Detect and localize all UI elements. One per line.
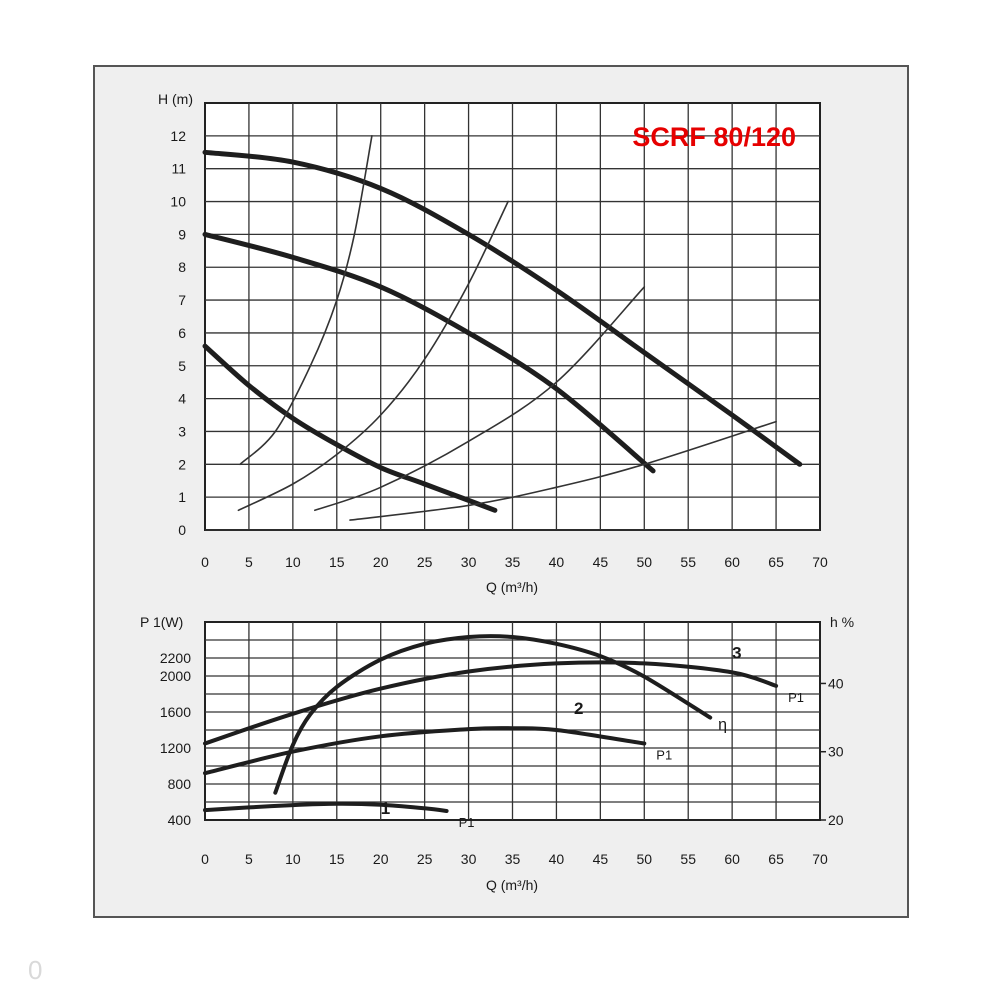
- head-speed-curve-3: [202, 343, 498, 513]
- head-y-tick-label: 3: [178, 423, 186, 439]
- head-ylabel: H (m): [158, 91, 193, 107]
- power-x-tick-label: 30: [461, 851, 477, 867]
- power-x-tick-label: 35: [505, 851, 521, 867]
- power-x-tick-label: 20: [373, 851, 389, 867]
- head-y-tick-label: 8: [178, 259, 186, 275]
- head-y-tick-label: 10: [170, 194, 186, 210]
- power-x-tick-label: 25: [417, 851, 433, 867]
- head-x-tick-label: 5: [245, 554, 253, 570]
- head-y-tick-label: 2: [178, 456, 186, 472]
- head-system-curve-4: [239, 135, 373, 466]
- head-x-tick-label: 30: [461, 554, 477, 570]
- efficiency-y-tick-label: 30: [828, 744, 844, 760]
- power-x-tick-label: 70: [812, 851, 828, 867]
- head-x-tick-label: 10: [285, 554, 301, 570]
- head-x-tick-label: 55: [680, 554, 696, 570]
- efficiency-curve-label: η: [718, 717, 727, 734]
- head-x-tick-label: 25: [417, 554, 433, 570]
- power-grid: [205, 622, 820, 820]
- head-y-tick-label: 11: [171, 161, 186, 177]
- head-system-curve-5: [237, 200, 509, 512]
- power-curve-3: [203, 660, 779, 746]
- head-system-curve-6: [314, 286, 646, 512]
- efficiency-y-tick-label: 20: [828, 812, 844, 828]
- power-ylabel: P 1(W): [140, 614, 183, 630]
- power-y-tick-label: 400: [168, 812, 192, 828]
- power-x-tick-label: 10: [285, 851, 301, 867]
- power-tick-labels: 0 5 10 15 20 25 30 35 40 45 50 55 60 65 70 400 800 1200 16…: [160, 650, 844, 867]
- power-curve-end-label-1: P1: [459, 815, 475, 830]
- power-x-tick-label: 15: [329, 851, 345, 867]
- head-title: SCRF 80/120: [632, 122, 796, 152]
- head-series: [202, 135, 803, 521]
- power-curve-number-3: 3: [732, 643, 741, 662]
- power-series: 1 P1 2 P1 3 P1 η: [203, 634, 804, 830]
- head-x-tick-label: 40: [549, 554, 565, 570]
- power-y-tick-label: 800: [168, 776, 192, 792]
- power-x-tick-label: 60: [724, 851, 740, 867]
- head-x-tick-label: 50: [636, 554, 652, 570]
- power-x-tick-label: 65: [768, 851, 784, 867]
- power-x-tick-label: 0: [201, 851, 209, 867]
- head-y-tick-label: 1: [178, 489, 186, 505]
- head-speed-curve-2: [202, 231, 656, 474]
- head-y-tick-label: 7: [178, 292, 186, 308]
- head-x-tick-label: 60: [724, 554, 740, 570]
- power-y-tick-label: 1600: [160, 704, 191, 720]
- power-curve-1: [203, 801, 449, 813]
- power-curve-2: [203, 726, 647, 776]
- power-x-tick-label: 5: [245, 851, 253, 867]
- head-tick-labels: 0 5 10 15 20 25 30 35 40 45 50 55 60 65 70012345678910…: [170, 128, 828, 570]
- head-x-tick-label: 45: [593, 554, 609, 570]
- power-y-tick-label: 1200: [160, 740, 191, 756]
- head-y-tick-label: 12: [170, 128, 186, 144]
- power-curve-number-1: 1: [381, 799, 390, 818]
- power-curve-end-label-2: P1: [656, 748, 672, 763]
- head-chart: 0 5 10 15 20 25 30 35 40 45 50 55 60 65 70012345678910…: [158, 91, 828, 595]
- efficiency-curve: [273, 634, 713, 795]
- head-speed-curve-1: [202, 149, 803, 467]
- head-y-tick-label: 5: [178, 358, 186, 374]
- efficiency-ylabel: h %: [830, 614, 854, 630]
- head-x-tick-label: 20: [373, 554, 389, 570]
- head-xlabel: Q (m³/h): [486, 579, 538, 595]
- head-x-tick-label: 65: [768, 554, 784, 570]
- head-x-tick-label: 15: [329, 554, 345, 570]
- power-xlabel: Q (m³/h): [486, 877, 538, 893]
- head-y-tick-label: 0: [178, 522, 186, 538]
- head-x-tick-label: 0: [201, 554, 209, 570]
- power-x-tick-label: 50: [636, 851, 652, 867]
- power-y-tick-label: 2200: [160, 650, 191, 666]
- corner-mark: 0: [28, 955, 43, 985]
- power-curve-end-label-3: P1: [788, 690, 804, 705]
- head-system-curve-7: [349, 420, 777, 521]
- power-y-tick-label: 2000: [160, 668, 191, 684]
- power-x-tick-label: 45: [593, 851, 609, 867]
- power-x-tick-label: 40: [549, 851, 565, 867]
- power-chart: 0 5 10 15 20 25 30 35 40 45 50 55 60 65 70 400 800 1200 16…: [140, 614, 854, 893]
- head-x-tick-label: 70: [812, 554, 828, 570]
- head-y-tick-label: 6: [178, 325, 186, 341]
- head-y-tick-label: 9: [178, 226, 186, 242]
- head-y-tick-label: 4: [178, 391, 186, 407]
- head-x-tick-label: 35: [505, 554, 521, 570]
- power-curve-number-2: 2: [574, 699, 583, 718]
- power-x-tick-label: 55: [680, 851, 696, 867]
- efficiency-y-tick-label: 40: [828, 675, 844, 691]
